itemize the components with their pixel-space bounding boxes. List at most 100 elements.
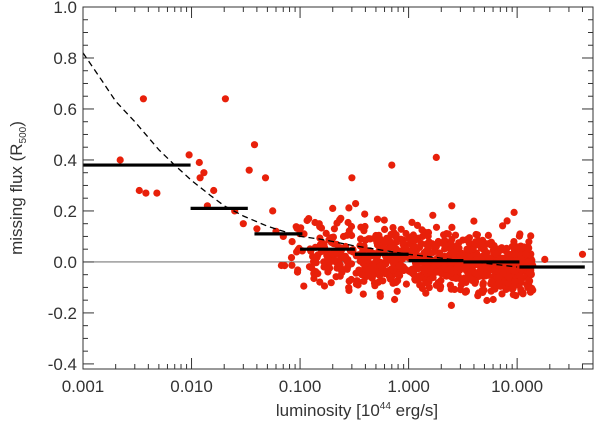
data-point [329,249,337,257]
data-point [410,236,418,245]
data-point [343,231,351,239]
data-point [330,256,339,264]
data-point [483,296,491,305]
data-point [398,255,407,263]
data-point [332,273,340,281]
data-point [305,215,313,223]
data-point [504,251,512,259]
data-point [374,278,382,286]
y-axis-label-suffix: ) [7,121,26,127]
data-point [425,238,433,246]
data-point [463,262,471,271]
data-point [300,230,308,238]
data-point [393,287,401,295]
data-point [382,238,390,246]
data-point [245,166,253,174]
data-point [185,151,193,159]
data-point [250,141,259,149]
data-point [479,279,487,287]
data-point [518,244,526,252]
data-point [411,276,419,284]
data-point [210,186,218,195]
x-tick-label: 10.000 [491,377,543,396]
data-point [495,273,503,282]
data-point [324,268,332,276]
data-point [391,233,399,241]
data-point [345,204,353,212]
data-point [293,268,302,276]
data-point [195,158,203,167]
data-point [322,229,330,237]
data-point [447,301,455,309]
data-point [503,217,511,225]
data-point [462,288,470,296]
data-point [329,233,337,241]
y-tick-label: 0.4 [53,151,77,170]
data-point [524,258,533,266]
x-tick-label: 1.000 [387,377,430,396]
x-tick-label: 0.010 [170,377,213,396]
data-point [153,189,161,197]
data-point [300,282,308,290]
data-point [436,249,444,257]
data-point [308,264,316,272]
data-point [446,281,454,289]
data-point [314,270,322,278]
data-point [522,250,530,258]
data-point [414,265,422,273]
data-point [333,219,341,227]
data-point [440,231,448,239]
data-point [361,236,369,244]
y-axis-label-subscript: 500 [18,126,29,143]
y-tick-label: 0.8 [53,49,77,68]
data-point [253,225,261,233]
data-point [484,231,492,239]
data-point [525,238,533,246]
data-point [417,239,425,247]
data-point [355,266,363,274]
data-point [511,278,519,286]
data-point [517,285,525,293]
data-point [293,248,301,256]
data-point [492,250,500,258]
data-point [320,282,329,290]
data-point [390,243,398,251]
data-point [411,243,419,251]
data-point [433,268,441,276]
data-point [261,174,270,182]
data-point [339,266,347,274]
data-point [525,276,533,284]
data-point [486,254,494,262]
data-point [313,253,321,261]
data-point [269,207,277,215]
data-point [381,225,389,233]
data-point [116,156,124,164]
data-point [448,202,456,210]
data-point [391,278,399,286]
data-point [389,224,397,232]
data-point [297,224,305,232]
data-point [395,262,403,270]
data-point [475,237,483,245]
data-point [432,153,440,161]
data-point [337,214,345,222]
data-point [347,222,356,231]
data-point [432,223,441,231]
data-point [348,174,356,182]
data-point [578,250,587,258]
x-axis-label-superscript: 44 [380,401,392,412]
data-point [470,217,478,225]
data-point [336,254,345,262]
data-point [516,272,524,280]
data-point [499,222,507,230]
data-point [442,272,450,280]
plot-area: 0.001 0.010 0.100 1.000 10.000 -0.4 -0.2 0.0 0.2… [48,0,594,396]
y-tick-label: 0.0 [53,253,77,272]
data-point [281,262,289,270]
data-point [488,277,496,285]
data-point [316,241,324,249]
data-point [503,244,511,252]
data-point [481,272,489,280]
data-point [429,274,437,282]
data-point [527,232,535,240]
